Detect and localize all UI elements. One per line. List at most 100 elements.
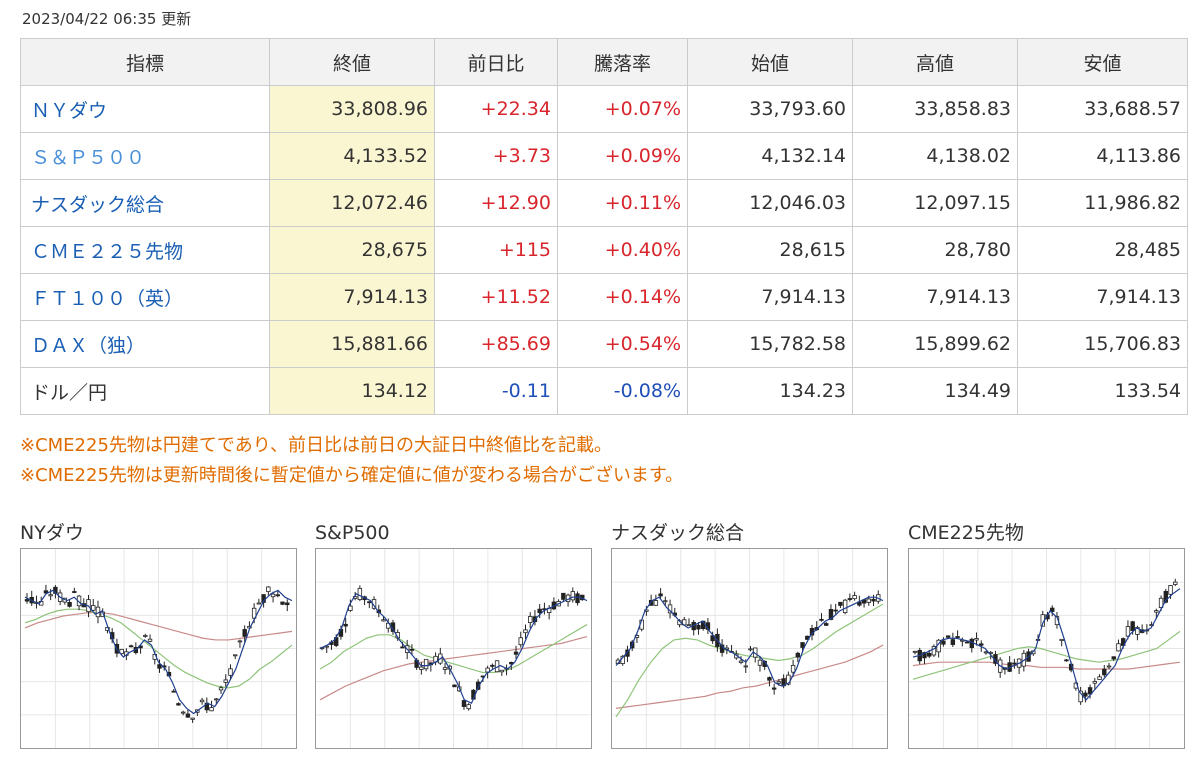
short-ma-line <box>615 596 884 687</box>
candle-body <box>912 650 918 653</box>
candle-body <box>842 599 848 614</box>
rate-value: +0.07% <box>557 85 688 133</box>
candle-body <box>1078 690 1083 703</box>
candle-body <box>1135 627 1140 635</box>
chart-plot[interactable] <box>908 548 1185 749</box>
candle-body <box>157 664 162 669</box>
close-value: 15,881.66 <box>269 320 435 368</box>
candle-body <box>176 703 181 706</box>
candle-body <box>275 594 281 597</box>
high-value: 15,899.62 <box>852 320 1018 368</box>
table-row: Ｓ＆Ｐ５００ 4,133.52 +3.73 +0.09% 4,132.14 4,138.0… <box>20 132 1188 180</box>
candle-body <box>1130 621 1135 631</box>
candle-body <box>233 654 238 657</box>
candle-body <box>475 681 481 690</box>
candle-body <box>147 638 153 642</box>
chart-title: S&P500 <box>315 522 390 544</box>
candle-body <box>367 601 372 604</box>
candle-body <box>847 598 853 600</box>
indicator-name[interactable]: ＮＹダウ <box>20 85 270 133</box>
chart-plot[interactable] <box>315 548 592 749</box>
open-value: 12,046.03 <box>687 179 853 227</box>
candle-body <box>409 648 415 651</box>
candle-body <box>757 659 763 666</box>
candle-body <box>91 605 96 611</box>
high-value: 134.49 <box>852 367 1018 415</box>
candle-body <box>790 664 796 673</box>
candle-body <box>625 649 630 657</box>
candle-body <box>180 711 186 714</box>
candle-body <box>1154 610 1159 613</box>
close-value: 134.12 <box>269 367 435 415</box>
candle-body <box>561 592 566 600</box>
candle-body <box>974 638 979 641</box>
long-ma-line <box>912 661 1181 670</box>
candle-body <box>1064 659 1069 662</box>
candle-body <box>423 658 429 670</box>
candle-body <box>1163 590 1169 603</box>
rate-value: +0.09% <box>557 132 688 180</box>
note-line: ※CME225先物は円建てであり、前日比は前日の大証日中終値比を記載。 <box>20 435 613 456</box>
open-value: 4,132.14 <box>687 132 853 180</box>
chart-plot[interactable] <box>611 548 888 749</box>
note-line: ※CME225先物は更新時間後に暫定値から確定値に値が変わる場合がございます。 <box>20 465 684 486</box>
candle-body <box>343 623 348 627</box>
candle-body <box>119 648 124 655</box>
candle-body <box>280 601 285 605</box>
candle-body <box>658 593 663 597</box>
candle-body <box>256 602 262 605</box>
candle-body <box>537 608 542 614</box>
indicator-name[interactable]: ナスダック総合 <box>20 179 270 227</box>
indicator-name[interactable]: ＦＴ１００（英） <box>20 273 270 321</box>
candle-body <box>185 713 191 718</box>
indicator-name[interactable]: ＣＭＥ２２５先物 <box>20 226 270 274</box>
candle-body <box>381 619 386 622</box>
chart-cme225[interactable]: CME225先物 <box>908 518 1185 749</box>
change-value: +85.69 <box>434 320 558 368</box>
chart-plot[interactable] <box>20 548 297 749</box>
candle-body <box>251 607 257 619</box>
candle-body <box>214 698 219 701</box>
candle-body <box>285 602 290 606</box>
rate-value: +0.11% <box>557 179 688 227</box>
candle-body <box>979 643 984 646</box>
candle-body <box>950 639 956 645</box>
candle-body <box>852 595 857 600</box>
high-value: 4,138.02 <box>852 132 1018 180</box>
open-value: 33,793.60 <box>687 85 853 133</box>
indicator-name[interactable]: Ｓ＆Ｐ５００ <box>20 132 270 180</box>
candle-body <box>922 652 927 659</box>
chart-sp500[interactable]: S&P500 <box>315 518 592 749</box>
chart-nydow[interactable]: NYダウ <box>20 518 297 749</box>
candle-body <box>513 651 519 655</box>
high-value: 28,780 <box>852 226 1018 274</box>
candle-body <box>400 646 405 649</box>
close-value: 28,675 <box>269 226 435 274</box>
candle-body <box>452 684 457 688</box>
indicator-name[interactable]: ＤＡＸ（独） <box>20 320 270 368</box>
open-value: 7,914.13 <box>687 273 853 321</box>
candle-body <box>1097 676 1102 680</box>
high-value: 7,914.13 <box>852 273 1018 321</box>
header-low: 安値 <box>1017 38 1188 86</box>
low-value: 15,706.83 <box>1017 320 1188 368</box>
candle-body <box>266 586 271 592</box>
candle-body <box>1050 607 1055 612</box>
long-ma-line <box>24 611 293 641</box>
candle-body <box>795 652 801 658</box>
rate-value: -0.08% <box>557 367 688 415</box>
candle-body <box>228 668 233 676</box>
candle-body <box>931 646 937 656</box>
candle-body <box>419 666 424 670</box>
header-rate: 騰落率 <box>557 38 688 86</box>
chart-nasdaq[interactable]: ナスダック総合 <box>611 518 888 749</box>
candle-body <box>1173 581 1178 585</box>
candle-body <box>1125 626 1131 637</box>
candle-body <box>955 636 960 638</box>
candle-body <box>838 601 843 606</box>
candle-body <box>945 635 951 638</box>
candle-body <box>143 634 148 637</box>
candle-body <box>1168 585 1173 595</box>
table-row: ドル／円 134.12 -0.11 -0.08% 134.23 134.49 133.54 <box>20 367 1188 415</box>
candle-body <box>1087 687 1093 695</box>
